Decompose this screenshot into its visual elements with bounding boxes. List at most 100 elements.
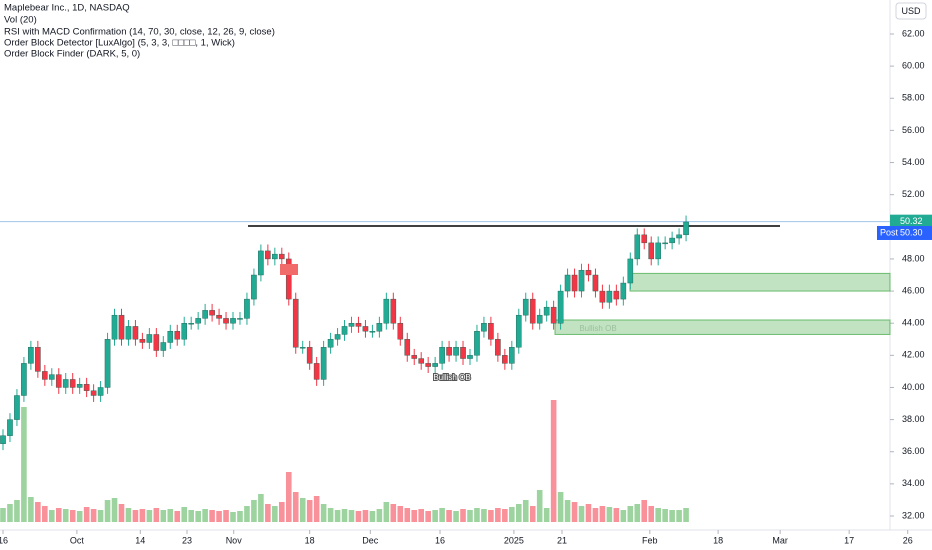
- volume-bar: [90, 509, 97, 522]
- volume-bar: [28, 497, 34, 522]
- candle-body: [627, 258, 634, 284]
- volume-bar: [439, 508, 445, 522]
- volume-bar: [341, 509, 348, 522]
- candle-body: [76, 384, 83, 388]
- last-price-label: 50.32: [900, 216, 923, 226]
- candle-body: [62, 379, 69, 388]
- volume-bar: [432, 510, 438, 522]
- volume-bar: [488, 510, 494, 522]
- volume-bar: [279, 502, 285, 522]
- candle-body: [118, 314, 125, 340]
- x-tick-label: 23: [182, 535, 192, 545]
- y-tick-label: 60.00: [902, 61, 925, 71]
- volume-bar: [97, 510, 104, 522]
- candle-body: [606, 290, 613, 303]
- candle-body: [585, 269, 592, 276]
- indicator: RSI with MACD Confirmation (14, 70, 30, …: [4, 27, 275, 38]
- candle-body: [174, 331, 181, 340]
- candle-body: [334, 334, 341, 340]
- x-tick-label: 14: [135, 535, 145, 545]
- post-label: Post: [880, 227, 899, 237]
- order-block: [629, 272, 891, 292]
- last-price-box: [890, 214, 932, 229]
- candle-body: [564, 274, 571, 292]
- post-price-label: 50.30: [900, 227, 923, 237]
- volume-bar: [585, 504, 592, 522]
- candle-body: [397, 323, 404, 340]
- candle-body: [676, 234, 682, 239]
- volume-bar: [244, 506, 250, 522]
- volume-bar: [251, 500, 257, 522]
- volume-bar: [209, 510, 215, 522]
- volume-bar: [662, 509, 668, 522]
- x-tick-label: 21: [557, 535, 567, 545]
- candle-body: [578, 269, 585, 292]
- indicator: Vol (20): [4, 15, 37, 26]
- candle-body: [160, 342, 167, 351]
- candle-body: [488, 323, 494, 340]
- candle-body: [90, 390, 97, 396]
- candle-body: [515, 314, 522, 348]
- candle-body: [641, 234, 648, 244]
- candle-body: [313, 363, 320, 380]
- volume-bar: [334, 510, 341, 522]
- currency-box[interactable]: [895, 2, 927, 20]
- candle-body: [474, 331, 480, 356]
- candle-body: [125, 326, 132, 340]
- volume-bar: [536, 490, 543, 522]
- volume-bar: [237, 511, 243, 522]
- x-tick-label: 26: [903, 535, 913, 545]
- candle-body: [481, 323, 487, 332]
- candle-body: [153, 334, 160, 351]
- volume-bar: [369, 511, 376, 522]
- volume-bar: [111, 498, 118, 522]
- candle-body: [251, 274, 257, 300]
- volume-bar: [160, 510, 167, 522]
- volume-bar: [362, 510, 369, 522]
- candle-body: [42, 371, 48, 380]
- x-tick-label: Feb: [642, 535, 658, 545]
- volume-bar: [125, 508, 132, 522]
- candle-body: [557, 290, 564, 324]
- volume-bar: [515, 504, 522, 522]
- volume-bar: [578, 506, 585, 522]
- candle-body: [418, 358, 425, 364]
- annotation: Bullish OB: [579, 324, 616, 333]
- candle-body: [613, 290, 620, 300]
- candle-body: [209, 310, 215, 316]
- candle-body: [28, 347, 34, 364]
- candle-body: [306, 347, 313, 364]
- candle-body: [69, 379, 76, 388]
- volume-bar: [292, 492, 299, 522]
- candle-body: [139, 339, 146, 343]
- volume-bar: [181, 507, 188, 522]
- candle-body: [272, 253, 278, 260]
- candle-body: [536, 314, 543, 324]
- volume-bar: [167, 509, 174, 522]
- candle-body: [648, 242, 655, 260]
- candle-body: [432, 363, 438, 367]
- volume-bar: [258, 494, 264, 522]
- candle-body: [244, 298, 250, 319]
- candle-body: [230, 318, 236, 324]
- y-tick-label: 52.00: [902, 189, 925, 199]
- candle-body: [104, 339, 111, 388]
- volume-bar: [285, 472, 292, 522]
- volume-bar: [313, 496, 320, 522]
- candle-body: [327, 339, 334, 348]
- candle-body: [355, 323, 362, 327]
- volume-bar: [509, 507, 515, 522]
- x-tick-label: 18: [713, 535, 723, 545]
- volume-bar: [467, 510, 473, 522]
- candle-body: [265, 250, 271, 260]
- candle-body: [550, 306, 557, 324]
- candle-body: [467, 355, 473, 359]
- candle-body: [502, 355, 508, 364]
- volume-bar: [460, 509, 466, 522]
- candle-body: [460, 347, 466, 359]
- volume-bar: [320, 504, 327, 522]
- y-tick-label: 34.00: [902, 478, 925, 488]
- volume-bar: [118, 504, 125, 522]
- candle-body: [362, 326, 369, 332]
- candle-body: [7, 419, 13, 436]
